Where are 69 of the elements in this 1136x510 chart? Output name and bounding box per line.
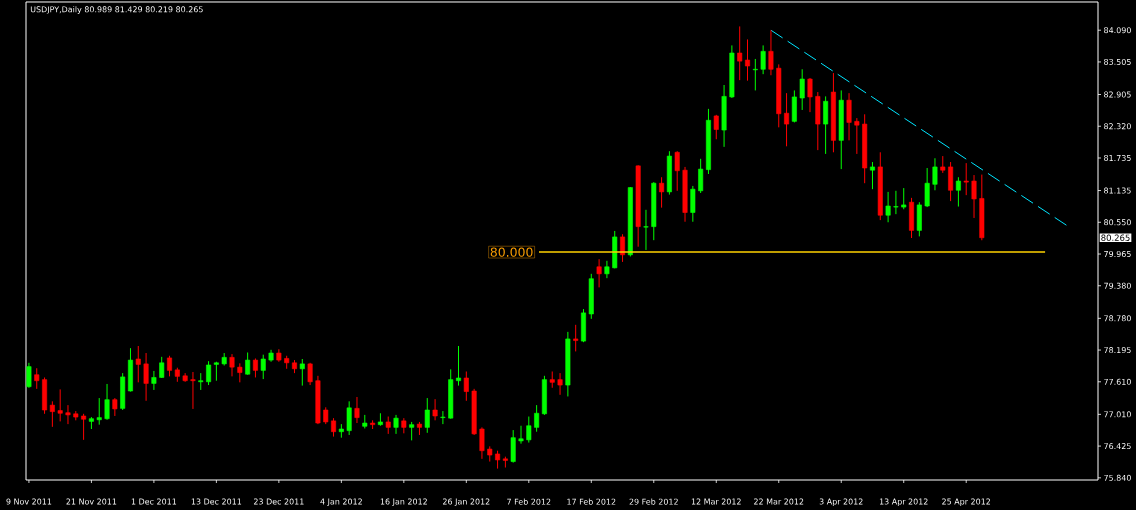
candlestick <box>604 260 610 279</box>
candlestick <box>534 404 540 433</box>
candlestick <box>752 58 758 91</box>
candlestick <box>424 397 430 434</box>
candlestick <box>955 176 961 208</box>
candlestick <box>463 370 469 402</box>
candlestick <box>432 398 438 421</box>
candlestick <box>456 345 461 387</box>
candlestick <box>690 185 696 223</box>
candlestick <box>135 345 141 383</box>
candlestick <box>869 161 875 190</box>
candlestick <box>479 426 485 460</box>
candlestick <box>643 209 649 251</box>
candlestick <box>893 190 899 215</box>
candlestick <box>885 191 891 223</box>
candlestick <box>713 114 719 140</box>
candlestick <box>81 413 87 441</box>
candlestick <box>823 95 829 155</box>
candlestick <box>26 362 32 389</box>
candlestick <box>737 25 743 81</box>
candlestick <box>901 187 907 210</box>
candlestick <box>440 410 446 425</box>
candlestick <box>674 150 680 192</box>
candlestick <box>143 352 149 402</box>
candlestick <box>299 358 305 387</box>
candlestick <box>596 258 602 288</box>
candlestick <box>557 372 563 396</box>
candlestick <box>518 425 524 445</box>
candlestick <box>354 396 360 424</box>
candlestick <box>963 162 969 196</box>
candlestick <box>971 174 977 219</box>
candlestick <box>104 383 110 421</box>
ref-line-label: 80.000 <box>490 247 533 257</box>
candlestick <box>57 388 63 422</box>
candlestick <box>799 68 805 111</box>
candlestick <box>784 92 790 147</box>
candlestick <box>393 414 399 435</box>
candlestick <box>167 355 173 377</box>
candlestick <box>760 44 766 75</box>
candlestick <box>768 29 774 76</box>
candlestick <box>190 371 196 410</box>
text: 80.265 <box>1101 234 1130 241</box>
candlestick <box>237 362 243 383</box>
candlestick <box>526 416 532 444</box>
candlestick <box>807 77 813 113</box>
candlestick <box>698 158 704 194</box>
candlestick <box>260 354 266 380</box>
candlestick <box>331 417 337 438</box>
candlestick <box>745 38 750 82</box>
candlestick <box>229 353 235 377</box>
candlestick <box>510 429 516 464</box>
candlestick <box>948 161 954 202</box>
candlestick <box>924 167 930 208</box>
candlestick <box>620 233 626 263</box>
candlestick <box>96 397 102 426</box>
candlestick <box>659 176 665 209</box>
candlestick <box>65 404 71 425</box>
candlestick <box>34 367 40 390</box>
candlestick <box>573 324 579 352</box>
candlestick <box>409 421 415 441</box>
candlestick <box>932 157 938 191</box>
candlestick <box>151 370 157 391</box>
candlestick <box>245 352 251 376</box>
candlestick <box>846 92 852 141</box>
candlestick <box>346 400 352 436</box>
candlestick <box>854 117 860 155</box>
candlestick <box>206 360 212 386</box>
candlestick <box>252 357 258 378</box>
candlestick <box>49 400 55 428</box>
